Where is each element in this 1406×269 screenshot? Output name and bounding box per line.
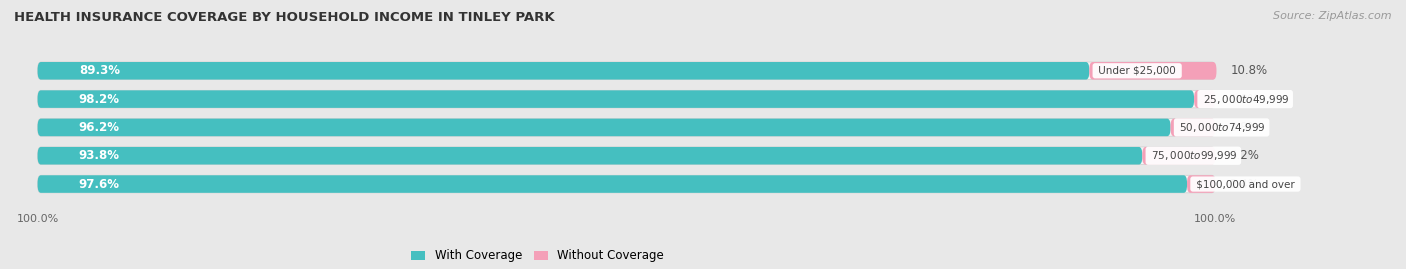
Text: 93.8%: 93.8% [79,149,120,162]
Text: $50,000 to $74,999: $50,000 to $74,999 [1177,121,1267,134]
Legend: With Coverage, Without Coverage: With Coverage, Without Coverage [406,245,669,267]
Text: Under $25,000: Under $25,000 [1095,66,1180,76]
FancyBboxPatch shape [1090,62,1216,80]
Text: 1.8%: 1.8% [1229,93,1260,106]
Text: $100,000 and over: $100,000 and over [1192,179,1298,189]
FancyBboxPatch shape [38,90,1194,108]
FancyBboxPatch shape [38,175,1187,193]
Text: HEALTH INSURANCE COVERAGE BY HOUSEHOLD INCOME IN TINLEY PARK: HEALTH INSURANCE COVERAGE BY HOUSEHOLD I… [14,11,555,24]
FancyBboxPatch shape [1142,147,1215,165]
FancyBboxPatch shape [38,175,1215,193]
Text: 97.6%: 97.6% [79,178,120,190]
FancyBboxPatch shape [38,62,1215,80]
Text: 98.2%: 98.2% [79,93,120,106]
Text: 89.3%: 89.3% [79,64,120,77]
Text: 2.4%: 2.4% [1229,178,1260,190]
FancyBboxPatch shape [38,147,1215,165]
FancyBboxPatch shape [1187,175,1215,193]
Text: 6.2%: 6.2% [1229,149,1260,162]
Text: $75,000 to $99,999: $75,000 to $99,999 [1149,149,1239,162]
Text: $25,000 to $49,999: $25,000 to $49,999 [1199,93,1291,106]
Text: Source: ZipAtlas.com: Source: ZipAtlas.com [1274,11,1392,21]
FancyBboxPatch shape [38,119,1215,136]
FancyBboxPatch shape [1194,90,1215,108]
FancyBboxPatch shape [1171,119,1215,136]
FancyBboxPatch shape [38,147,1142,165]
FancyBboxPatch shape [38,119,1171,136]
Text: 3.8%: 3.8% [1229,121,1258,134]
FancyBboxPatch shape [38,90,1215,108]
Text: 10.8%: 10.8% [1230,64,1268,77]
FancyBboxPatch shape [38,62,1090,80]
Text: 96.2%: 96.2% [79,121,120,134]
